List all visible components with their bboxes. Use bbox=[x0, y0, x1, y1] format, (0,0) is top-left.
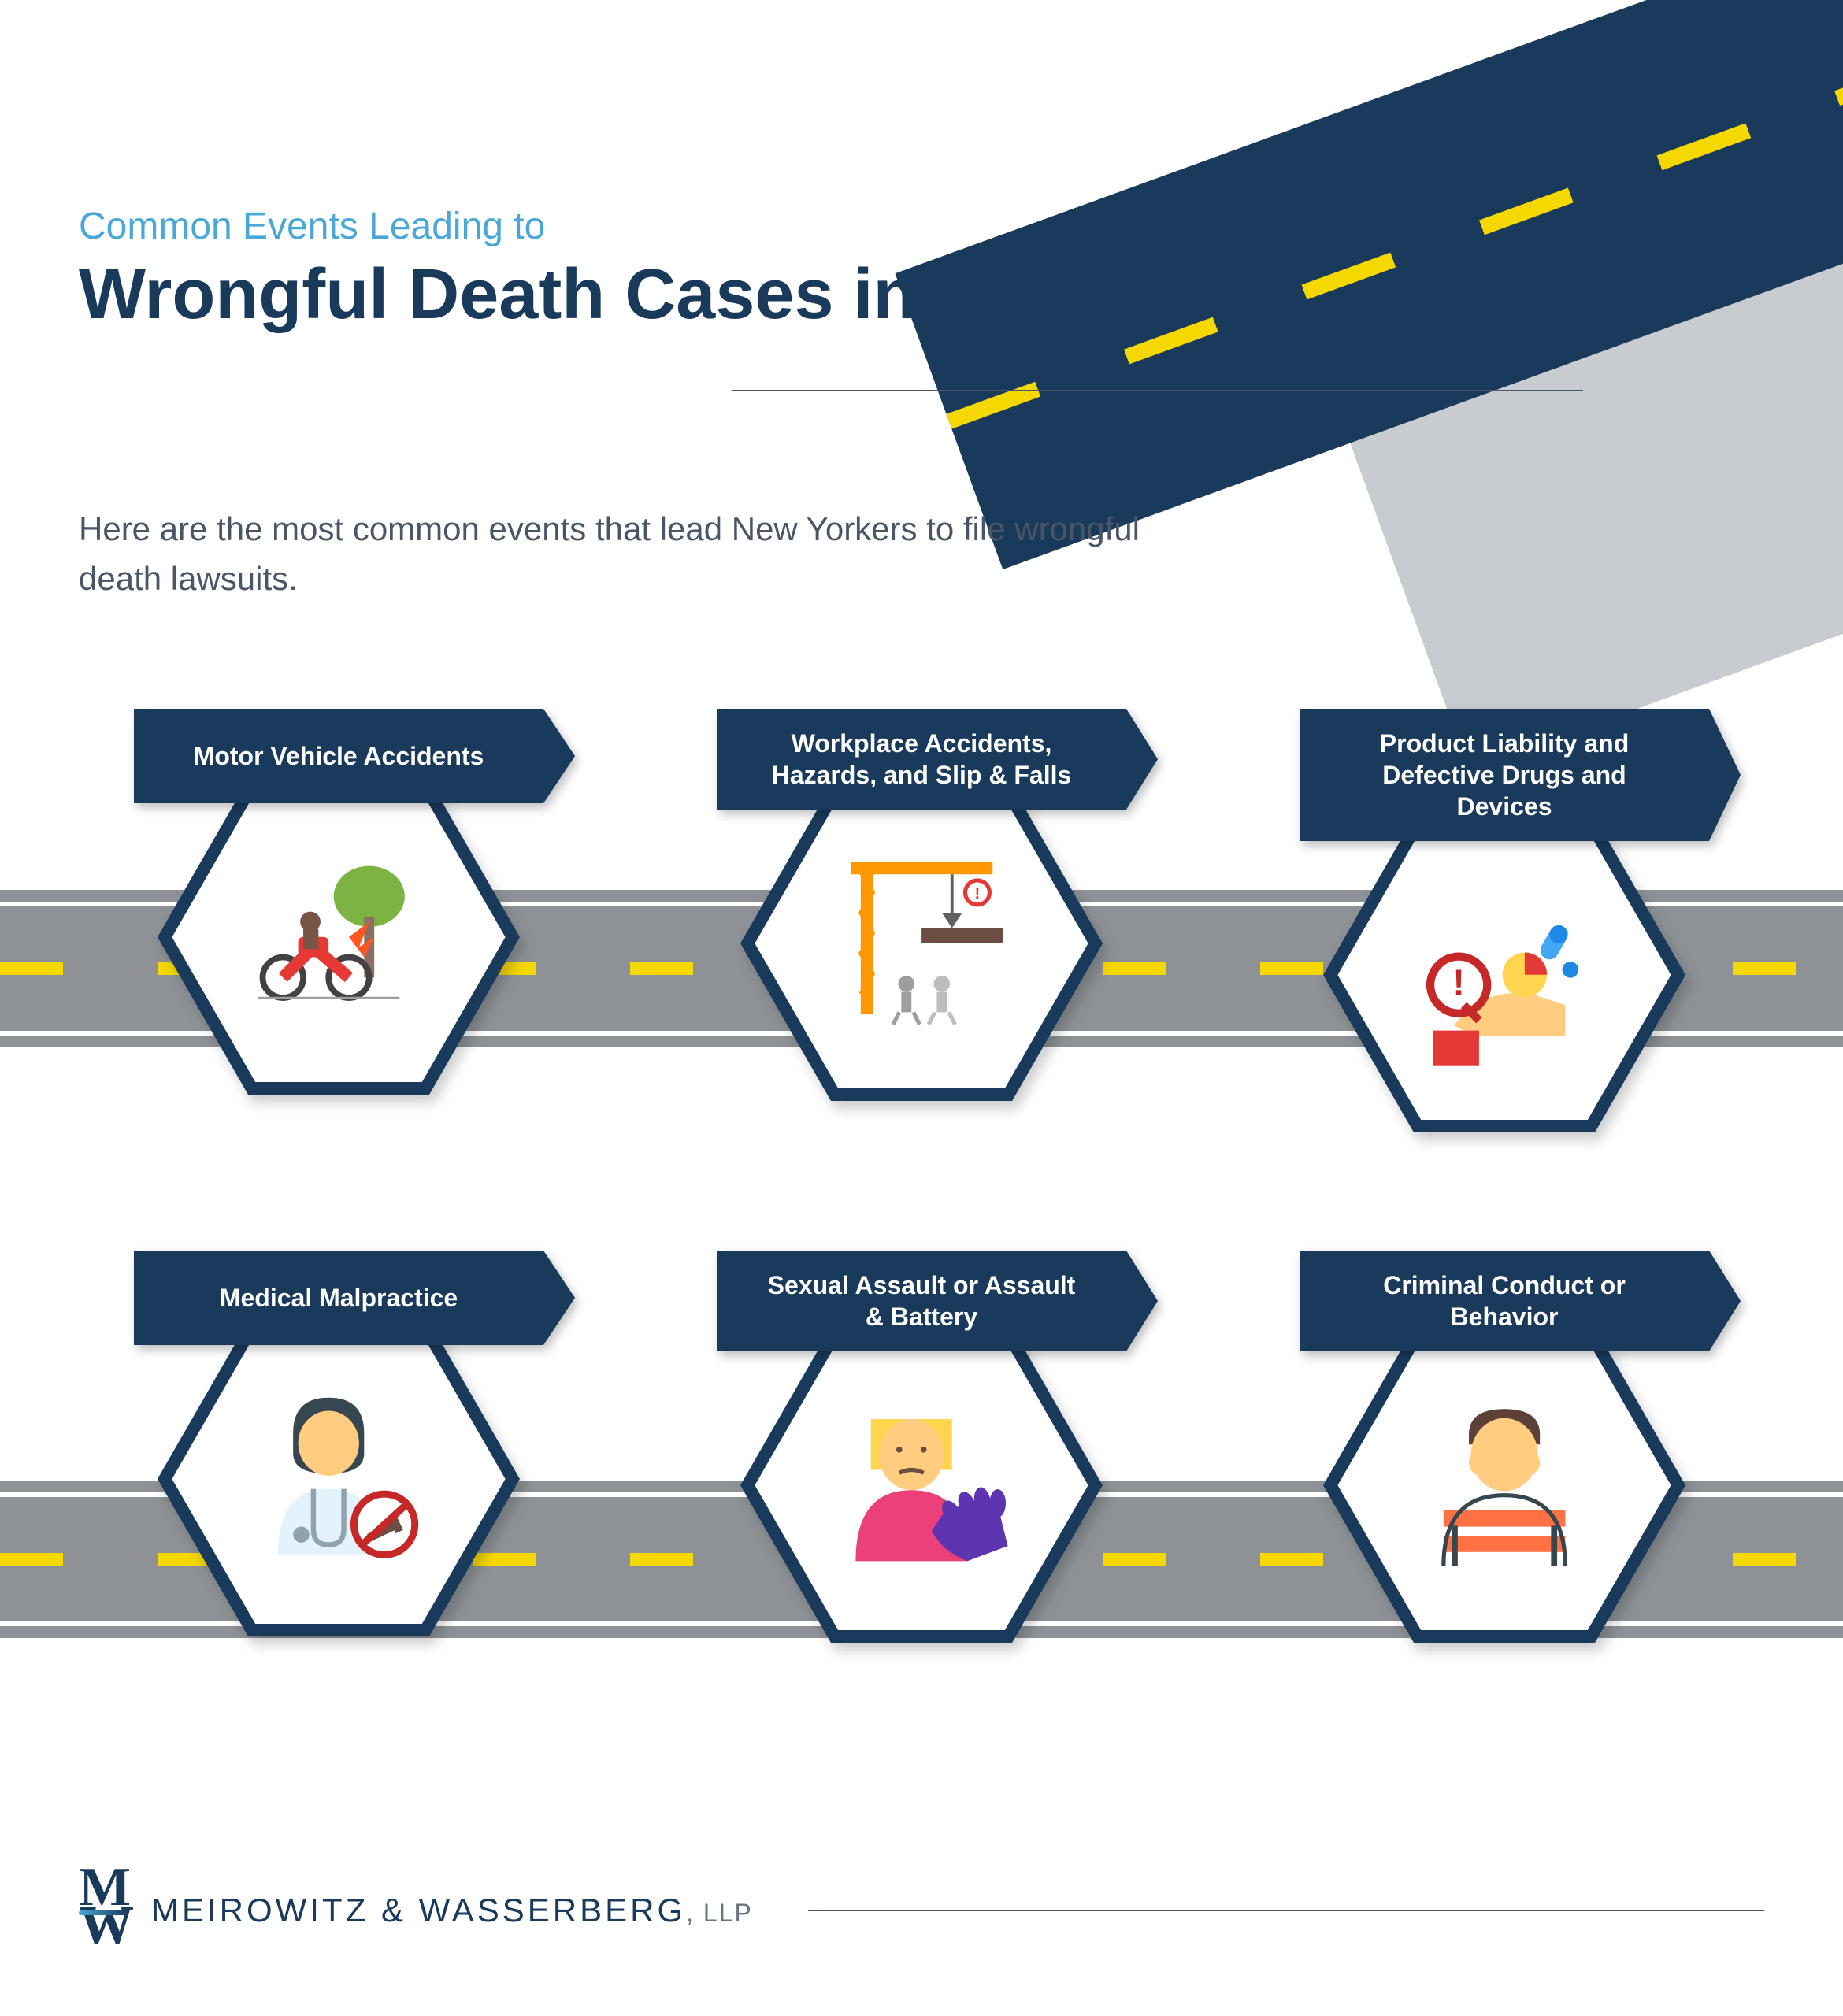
medical-malpractice-icon bbox=[222, 1377, 455, 1581]
defective-drugs-icon: ! bbox=[1388, 873, 1621, 1077]
svg-text:!: ! bbox=[974, 884, 980, 902]
assault-icon bbox=[805, 1384, 1038, 1587]
hexagon: ! bbox=[740, 786, 1103, 1101]
page-title: Wrongful Death Cases in the Bronx bbox=[79, 256, 1685, 334]
motorcycle-crash-icon bbox=[222, 836, 455, 1039]
hexagon bbox=[158, 780, 520, 1095]
title-underline bbox=[732, 390, 1583, 391]
card-label: Workplace Accidents, Hazards, and Slip &… bbox=[717, 709, 1126, 810]
footer: MW MEIROWITZ & WASSERBERG, LLP bbox=[79, 1868, 1764, 1953]
card-medical-malpractice: Medical Malpractice bbox=[79, 1251, 599, 1643]
hexagon: ! bbox=[1323, 817, 1685, 1132]
logo-mark: MW bbox=[79, 1868, 128, 1953]
svg-text:!: ! bbox=[1452, 962, 1464, 1003]
cards-grid: Motor Vehicle Accidents Workplace bbox=[79, 709, 1764, 1643]
criminal-icon bbox=[1388, 1384, 1621, 1587]
hexagon bbox=[740, 1328, 1103, 1643]
footer-line bbox=[808, 1910, 1764, 1911]
card-product-liability: Product Liability and Defective Drugs an… bbox=[1244, 709, 1764, 1132]
hexagon bbox=[1323, 1328, 1685, 1643]
card-motor-vehicle: Motor Vehicle Accidents bbox=[79, 709, 599, 1132]
card-label: Criminal Conduct or Behavior bbox=[1300, 1251, 1709, 1351]
crane-hazard-icon: ! bbox=[805, 842, 1038, 1045]
firm-name-wrap: MEIROWITZ & WASSERBERG, LLP bbox=[151, 1892, 753, 1929]
subtitle: Common Events Leading to bbox=[79, 205, 1685, 248]
card-label: Medical Malpractice bbox=[134, 1251, 543, 1345]
card-workplace: Workplace Accidents, Hazards, and Slip &… bbox=[662, 709, 1181, 1132]
hexagon bbox=[158, 1321, 520, 1636]
intro-text: Here are the most common events that lea… bbox=[79, 504, 1181, 603]
header: Common Events Leading to Wrongful Death … bbox=[79, 205, 1685, 334]
firm-suffix: , LLP bbox=[686, 1899, 753, 1927]
card-label: Sexual Assault or Assault & Battery bbox=[717, 1251, 1126, 1351]
card-label: Product Liability and Defective Drugs an… bbox=[1300, 709, 1709, 841]
firm-name: MEIROWITZ & WASSERBERG bbox=[151, 1892, 686, 1929]
card-assault: Sexual Assault or Assault & Battery bbox=[662, 1251, 1181, 1643]
card-label: Motor Vehicle Accidents bbox=[134, 709, 543, 803]
card-criminal: Criminal Conduct or Behavior bbox=[1244, 1251, 1764, 1643]
